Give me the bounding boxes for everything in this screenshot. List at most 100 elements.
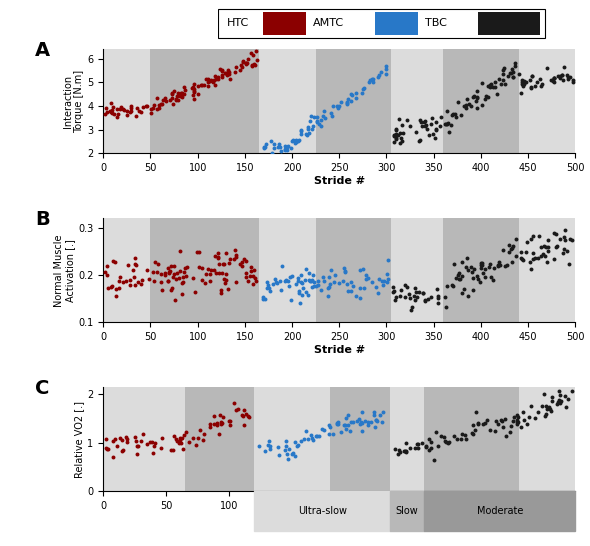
Point	[411, 288, 420, 296]
Point	[219, 275, 229, 283]
Point	[405, 289, 414, 298]
Point	[199, 430, 209, 438]
Point	[556, 73, 565, 82]
Point	[432, 284, 441, 293]
Point	[238, 412, 248, 420]
Point	[109, 102, 118, 111]
Point	[216, 420, 225, 429]
Point	[533, 407, 543, 416]
Point	[516, 247, 526, 256]
Point	[248, 60, 257, 69]
Point	[339, 264, 349, 272]
Point	[463, 265, 473, 274]
Bar	[103, 218, 150, 323]
Point	[116, 103, 126, 111]
Point	[178, 89, 187, 98]
Point	[507, 244, 517, 252]
Point	[343, 94, 352, 103]
Point	[152, 94, 161, 103]
Point	[485, 82, 494, 91]
Point	[343, 97, 352, 106]
Point	[215, 411, 225, 419]
Point	[248, 279, 257, 288]
Point	[568, 76, 578, 85]
Point	[546, 407, 556, 416]
Point	[343, 411, 353, 419]
Point	[168, 283, 177, 292]
Point	[530, 414, 540, 423]
Point	[513, 418, 522, 426]
Point	[468, 268, 477, 276]
Point	[217, 73, 226, 81]
Point	[417, 122, 427, 130]
Point	[192, 248, 202, 257]
Point	[346, 287, 356, 295]
Point	[543, 247, 553, 256]
Point	[502, 431, 511, 440]
Point	[372, 417, 382, 425]
Point	[553, 72, 563, 80]
Point	[471, 96, 481, 105]
Point	[148, 438, 157, 447]
Point	[309, 122, 318, 130]
Point	[102, 108, 112, 116]
Point	[461, 263, 471, 271]
Bar	[443, 218, 519, 323]
Point	[291, 135, 300, 144]
Point	[442, 282, 451, 290]
Point	[472, 272, 481, 281]
Point	[332, 419, 342, 428]
Point	[101, 435, 110, 444]
Point	[109, 256, 118, 265]
Point	[157, 99, 166, 108]
Point	[195, 426, 205, 435]
Point	[301, 265, 310, 274]
Point	[174, 273, 183, 282]
Point	[236, 61, 245, 69]
Point	[211, 71, 220, 80]
Point	[309, 270, 318, 279]
Point	[132, 442, 142, 450]
Point	[472, 103, 481, 112]
Point	[194, 434, 203, 442]
Point	[461, 100, 471, 109]
Point	[511, 59, 520, 68]
Point	[293, 277, 303, 286]
Point	[268, 280, 278, 289]
Point	[392, 134, 401, 143]
Point	[419, 117, 429, 126]
Point	[368, 74, 378, 83]
Point	[478, 420, 488, 429]
Bar	[263, 12, 306, 35]
Point	[464, 100, 473, 109]
Point	[451, 110, 460, 118]
Point	[396, 133, 406, 142]
Point	[446, 121, 455, 129]
Point	[550, 229, 559, 238]
Point	[166, 446, 175, 455]
Point	[103, 271, 112, 280]
Point	[121, 433, 130, 442]
Point	[521, 248, 530, 257]
Point	[332, 102, 342, 111]
Point	[555, 399, 564, 408]
Point	[456, 435, 466, 443]
Point	[123, 437, 132, 446]
Point	[214, 430, 224, 438]
Point	[295, 299, 304, 308]
Point	[517, 79, 526, 88]
Point	[470, 92, 479, 101]
Point	[332, 419, 342, 428]
Point	[126, 102, 136, 110]
Point	[555, 234, 565, 243]
Bar	[478, 12, 540, 35]
Point	[480, 264, 490, 273]
Point	[376, 68, 385, 76]
Point	[565, 235, 575, 244]
Point	[554, 386, 563, 395]
Point	[341, 413, 350, 422]
Point	[109, 110, 119, 118]
Point	[323, 283, 333, 292]
Point	[473, 93, 482, 102]
Point	[448, 282, 458, 291]
